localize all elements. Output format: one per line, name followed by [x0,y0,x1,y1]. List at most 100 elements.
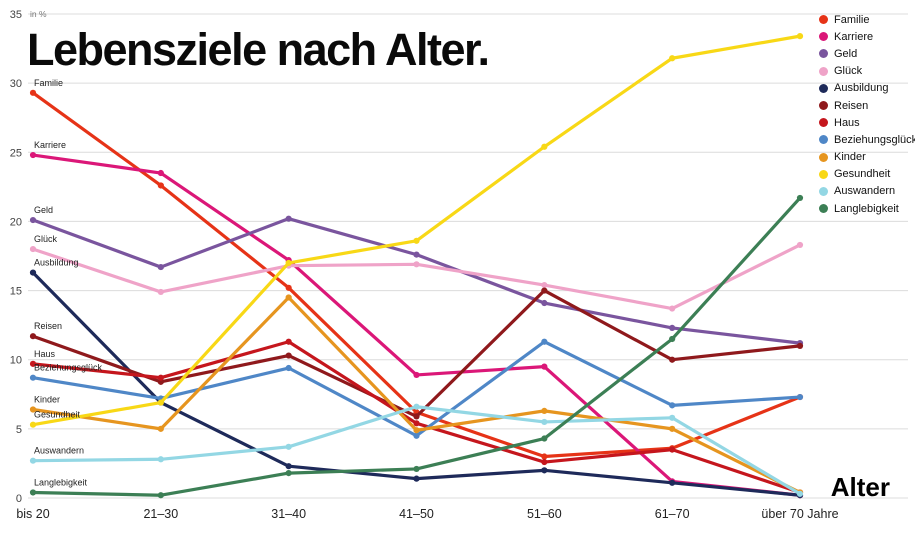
series-point [796,490,804,497]
legend-dot-icon [819,135,828,145]
y-tick-label: 30 [10,78,22,90]
x-axis-title: Alter [831,472,890,502]
legend-item: Beziehungsglück [819,131,915,148]
series-point [541,453,548,460]
series-point [285,294,292,301]
legend-dot-icon [819,83,828,93]
legend-label: Langlebigkeit [834,202,899,215]
series-start-label: Glück [34,234,58,244]
series-line [31,34,802,427]
x-tick-label: 21–30 [143,507,178,521]
series-point [541,143,548,150]
x-tick-label: 51–60 [527,507,562,521]
series-point [413,432,420,439]
series-point [796,194,804,202]
series-point [285,443,292,450]
legend-label: Gesundheit [834,168,891,181]
series-start-label: Langlebigkeit [34,477,88,487]
series-point [541,418,548,426]
legend-dot-icon [819,204,828,214]
series-point [669,425,676,432]
series-point [541,407,548,414]
series-point [29,245,37,253]
legend-dot-icon [819,49,828,59]
y-tick-label: 35 [10,9,22,21]
series-point [29,421,37,428]
legend-item: Karriere [819,28,915,45]
series-point [796,33,804,40]
series-point [285,470,292,477]
x-tick-label: 41–50 [399,507,434,521]
legend-dot-icon [819,118,828,128]
legend-item: Glück [819,63,915,80]
series-point [541,281,548,289]
series-point [413,371,420,379]
series-point [541,299,548,307]
series-point [285,259,292,267]
series-point [413,427,420,434]
legend-dot-icon [819,101,828,111]
series-point [669,55,676,62]
y-tick-label: 5 [16,424,22,436]
series-point [29,374,37,381]
series-point [541,363,548,370]
series-point [669,356,676,363]
series-point [157,288,164,296]
series-point [29,457,37,464]
y-tick-label: 15 [10,286,22,298]
series-point [285,463,292,470]
legend-dot-icon [819,152,828,162]
series-point [157,169,164,177]
legend-label: Haus [834,116,860,129]
legend-label: Ausbildung [834,82,889,95]
series-point [285,338,292,345]
series-point [157,492,164,499]
legend-item: Haus [819,114,915,131]
legend-label: Reisen [834,99,869,112]
legend-dot-icon [819,169,828,179]
series-start-label: Auswandern [34,446,84,456]
series-point [157,456,164,463]
series-start-label: Kinder [34,394,60,404]
series-point [157,263,164,271]
legend-item: Kinder [819,149,915,166]
x-tick-label: 31–40 [271,507,306,521]
series-point [541,467,548,474]
series-point [29,333,37,340]
series-point [285,215,292,222]
legend-item: Reisen [819,97,915,114]
legend-item: Auswandern [819,183,915,200]
series-point [413,465,420,473]
series-point [157,182,164,189]
legend-label: Kinder [834,151,866,164]
y-tick-label: 0 [16,493,22,505]
series-point [541,287,548,294]
legend-label: Familie [834,13,870,26]
legend-label: Geld [834,47,858,60]
x-tick-label: 61–70 [655,507,690,521]
series-point [157,425,164,432]
series-start-label: Gesundheit [34,410,81,420]
legend-item: Langlebigkeit [819,200,915,217]
series-point [29,89,37,96]
series-point [157,399,164,406]
series-point [413,403,420,410]
series-point [669,305,676,312]
y-tick-label: 25 [10,147,22,159]
y-tick-label: 20 [10,216,22,228]
legend-label: Karriere [834,30,874,43]
series-point [669,402,676,409]
legend-item: Geld [819,45,915,62]
series-point [796,393,804,401]
series-point [29,360,37,367]
series-point [541,458,548,466]
y-unit-label: in % [30,9,47,19]
series-start-label: Beziehungsglück [34,363,103,373]
series-point [157,374,164,381]
legend-dot-icon [819,66,828,76]
series-point [413,475,420,482]
series-point [285,352,292,359]
legend-dot-icon [819,32,828,42]
legend-label: Beziehungsglück [834,133,915,146]
